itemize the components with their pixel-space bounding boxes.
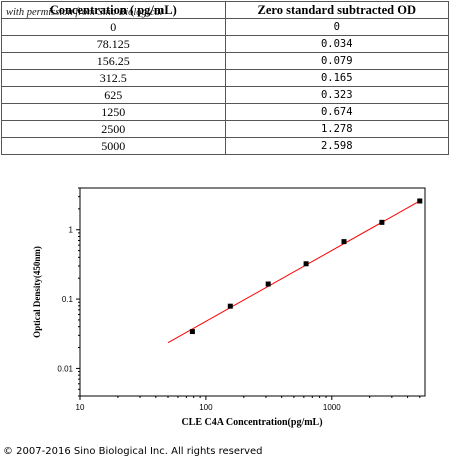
y-tick-label: 0.1 <box>62 295 74 304</box>
x-tick-label: 10 <box>76 403 85 412</box>
cell-od: 0.165 <box>224 69 449 87</box>
standard-table: Concentration ( pg/mL) with permission f… <box>1 1 449 155</box>
cell-od: 0.674 <box>224 103 449 121</box>
cell-od: 1.278 <box>224 120 449 138</box>
cell-od: 0.323 <box>224 86 449 104</box>
data-points <box>189 198 423 335</box>
watermark-text: with permission from Sino Biological <box>6 7 163 18</box>
cell-concentration: 312.5 <box>1 69 226 87</box>
table-header-row: Concentration ( pg/mL) with permission f… <box>1 1 449 19</box>
cell-concentration: 156.25 <box>1 52 226 70</box>
copyright-text: © 2007-2016 Sino Biological Inc. All rig… <box>3 446 263 457</box>
table-row: 625 0.323 <box>1 86 449 104</box>
data-point <box>379 219 385 225</box>
data-point <box>303 261 309 267</box>
standard-curve-chart: 10 100 1000 0.01 0.1 1 CLE C4A Concentration(… <box>32 187 426 428</box>
data-point <box>265 281 271 287</box>
data-point <box>341 239 347 245</box>
major-ticks <box>76 229 333 400</box>
table-row: 1250 0.674 <box>1 103 449 121</box>
column-header-concentration: Concentration ( pg/mL) with permission f… <box>1 1 226 19</box>
cell-concentration: 5000 <box>1 137 226 155</box>
y-tick-label: 1 <box>69 226 74 235</box>
cell-od: 0.034 <box>224 35 449 53</box>
data-point <box>227 303 233 309</box>
cell-od: 0 <box>224 18 449 36</box>
cell-od: 2.598 <box>224 137 449 155</box>
data-point <box>417 198 423 204</box>
y-axis-label: Optical Density(450nm) <box>32 246 42 338</box>
cell-concentration: 78.125 <box>1 35 226 53</box>
table-row: 78.125 0.034 <box>1 35 449 53</box>
tick-labels: 10 100 1000 0.01 0.1 1 <box>57 226 341 412</box>
minor-ticks <box>78 187 421 398</box>
cell-concentration: 1250 <box>1 103 226 121</box>
cell-concentration: 2500 <box>1 120 226 138</box>
table-row: 312.5 0.165 <box>1 69 449 87</box>
table-row: 5000 2.598 <box>1 137 449 155</box>
column-header-concentration-label: Concentration ( pg/mL) <box>49 3 177 17</box>
fit-line <box>167 200 421 344</box>
plot-frame <box>79 187 426 397</box>
cell-concentration: 0 <box>1 18 226 36</box>
data-point <box>189 329 195 335</box>
cell-concentration: 625 <box>1 86 226 104</box>
column-header-od: Zero standard subtracted OD <box>224 1 449 19</box>
x-axis-label: CLE C4A Concentration(pg/mL) <box>181 417 322 428</box>
x-tick-label: 100 <box>199 403 213 412</box>
cell-od: 0.079 <box>224 52 449 70</box>
y-tick-label: 0.01 <box>57 364 73 373</box>
table-row: 156.25 0.079 <box>1 52 449 70</box>
table-row: 2500 1.278 <box>1 120 449 138</box>
x-tick-label: 1000 <box>323 403 341 412</box>
